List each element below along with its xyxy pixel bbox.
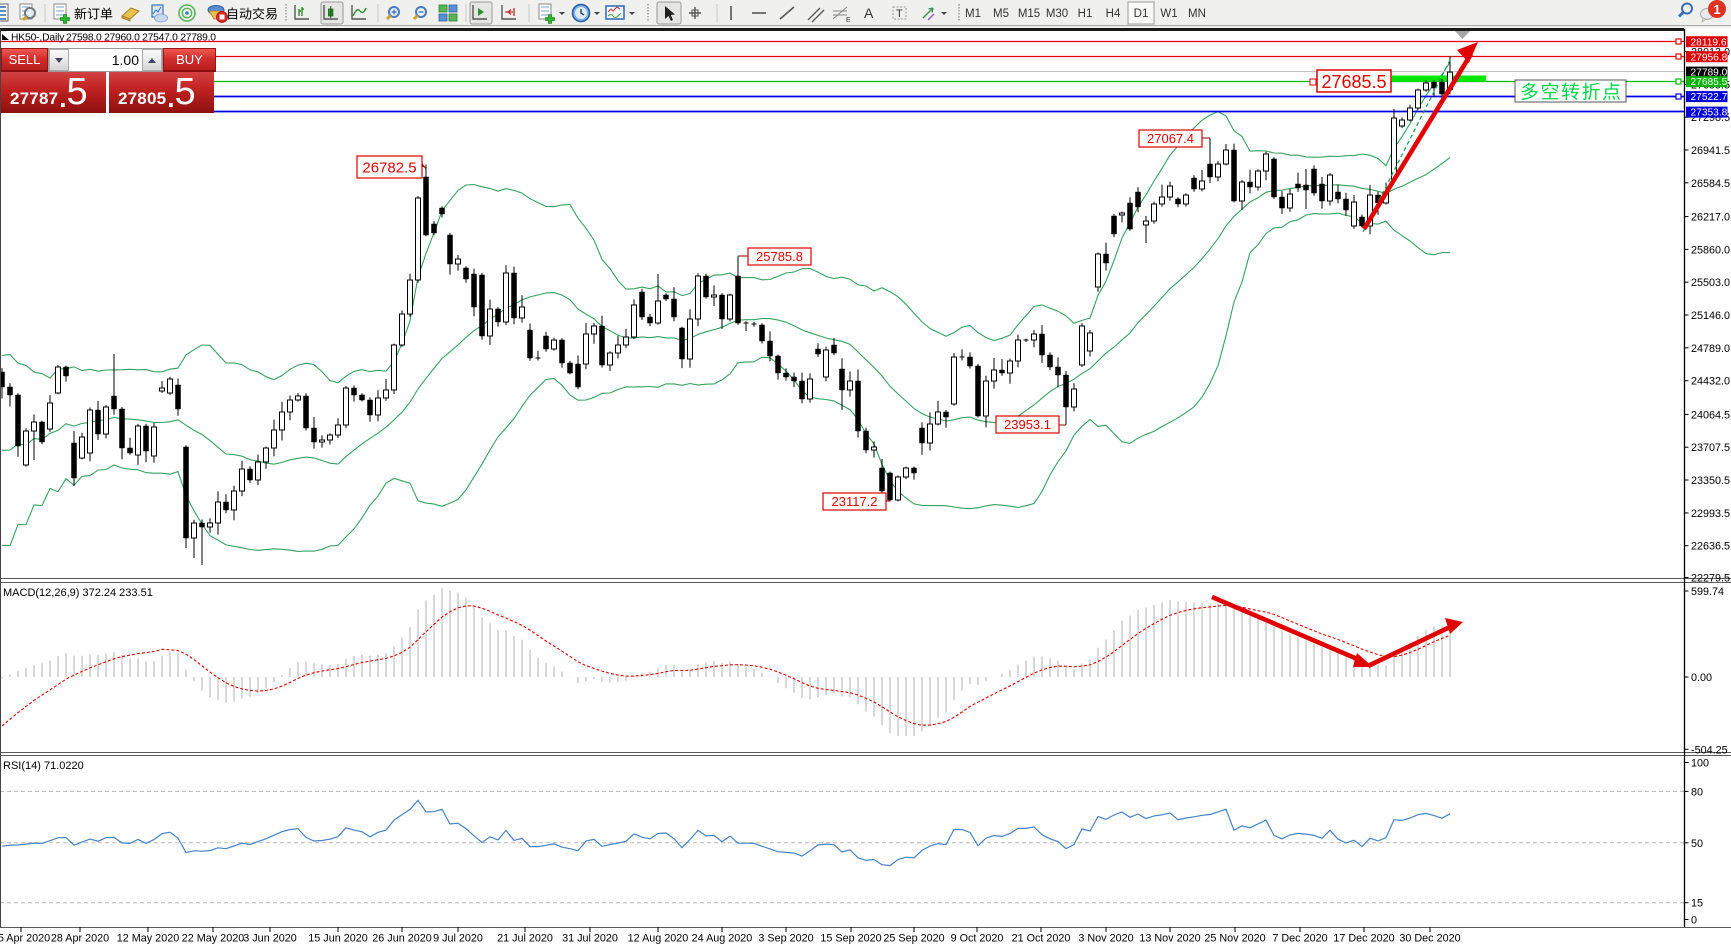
svg-text:26782.5: 26782.5 bbox=[362, 159, 416, 176]
svg-text:H1: H1 bbox=[1078, 8, 1093, 20]
svg-text:27598.0 27960.0 27547.0 27789.: 27598.0 27960.0 27547.0 27789.0 bbox=[66, 32, 216, 43]
svg-text:25860.0: 25860.0 bbox=[1691, 244, 1730, 256]
svg-text:25785.8: 25785.8 bbox=[756, 249, 803, 264]
svg-text:13 Nov 2020: 13 Nov 2020 bbox=[1139, 933, 1200, 945]
svg-text:27789.0: 27789.0 bbox=[1691, 68, 1728, 79]
svg-text:D1: D1 bbox=[1134, 8, 1149, 20]
svg-text:-504.25: -504.25 bbox=[1691, 744, 1728, 756]
svg-text:25146.0: 25146.0 bbox=[1691, 310, 1730, 322]
svg-text:27522.7: 27522.7 bbox=[1691, 92, 1728, 103]
svg-text:30 Dec 2020: 30 Dec 2020 bbox=[1399, 933, 1460, 945]
svg-text:9 Oct 2020: 9 Oct 2020 bbox=[951, 933, 1004, 945]
svg-text:24432.0: 24432.0 bbox=[1691, 376, 1730, 388]
svg-text:28119.6: 28119.6 bbox=[1691, 37, 1727, 48]
svg-text:MN: MN bbox=[1188, 8, 1206, 20]
svg-text:21 Oct 2020: 21 Oct 2020 bbox=[1012, 933, 1071, 945]
svg-text:9 Jul 2020: 9 Jul 2020 bbox=[433, 933, 483, 945]
svg-text:27685.5: 27685.5 bbox=[1321, 72, 1386, 92]
svg-text:23953.1: 23953.1 bbox=[1004, 417, 1051, 432]
svg-text:100: 100 bbox=[1691, 758, 1709, 770]
svg-text:1: 1 bbox=[1713, 2, 1720, 17]
svg-text:24 Aug 2020: 24 Aug 2020 bbox=[692, 933, 753, 945]
svg-text:E: E bbox=[846, 17, 851, 24]
svg-text:80: 80 bbox=[1691, 786, 1703, 798]
svg-text:27685.5: 27685.5 bbox=[1691, 77, 1728, 88]
svg-text:MACD(12,26,9) 372.24 233.51: MACD(12,26,9) 372.24 233.51 bbox=[3, 587, 153, 599]
svg-text:27353.8: 27353.8 bbox=[1691, 108, 1728, 119]
svg-text:22279.5: 22279.5 bbox=[1691, 573, 1730, 585]
svg-text:23117.2: 23117.2 bbox=[831, 494, 877, 509]
svg-text:17 Dec 2020: 17 Dec 2020 bbox=[1333, 933, 1394, 945]
svg-text:M1: M1 bbox=[965, 8, 981, 20]
svg-text:0: 0 bbox=[1691, 915, 1697, 927]
svg-text:W1: W1 bbox=[1160, 8, 1177, 20]
svg-text:3 Nov 2020: 3 Nov 2020 bbox=[1078, 933, 1133, 945]
svg-text:25 Sep 2020: 25 Sep 2020 bbox=[883, 933, 944, 945]
svg-text:M15: M15 bbox=[1018, 8, 1040, 20]
svg-text:12 May 2020: 12 May 2020 bbox=[117, 933, 179, 945]
svg-text:A: A bbox=[864, 5, 874, 21]
svg-text:27067.4: 27067.4 bbox=[1147, 131, 1194, 146]
svg-text:26584.5: 26584.5 bbox=[1691, 178, 1730, 190]
svg-text:M5: M5 bbox=[993, 8, 1009, 20]
svg-text:26 Jun 2020: 26 Jun 2020 bbox=[372, 933, 431, 945]
svg-text:15 Jun 2020: 15 Jun 2020 bbox=[308, 933, 367, 945]
svg-text:H4: H4 bbox=[1106, 8, 1121, 20]
svg-text:22 May 2020: 22 May 2020 bbox=[182, 933, 244, 945]
svg-text:7 Dec 2020: 7 Dec 2020 bbox=[1272, 933, 1327, 945]
svg-text:50: 50 bbox=[1691, 838, 1703, 850]
svg-text:26217.0: 26217.0 bbox=[1691, 212, 1730, 224]
svg-text:HK50-,Daily: HK50-,Daily bbox=[11, 32, 65, 43]
svg-text:21 Jul 2020: 21 Jul 2020 bbox=[497, 933, 553, 945]
svg-text:22636.5: 22636.5 bbox=[1691, 541, 1730, 553]
svg-text:3 Sep 2020: 3 Sep 2020 bbox=[758, 933, 813, 945]
svg-text:23707.5: 23707.5 bbox=[1691, 442, 1730, 454]
svg-text:24789.0: 24789.0 bbox=[1691, 343, 1730, 355]
svg-text:RSI(14) 71.0220: RSI(14) 71.0220 bbox=[3, 760, 84, 772]
svg-text:22993.5: 22993.5 bbox=[1691, 508, 1730, 520]
svg-text:28 Apr 2020: 28 Apr 2020 bbox=[51, 933, 109, 945]
svg-text:15 Apr 2020: 15 Apr 2020 bbox=[0, 933, 50, 945]
svg-text:25503.0: 25503.0 bbox=[1691, 277, 1730, 289]
svg-text:T: T bbox=[896, 8, 903, 20]
svg-text:24064.5: 24064.5 bbox=[1691, 409, 1730, 421]
svg-text:M30: M30 bbox=[1046, 8, 1068, 20]
svg-text:27956.8: 27956.8 bbox=[1691, 52, 1728, 63]
svg-text:23350.5: 23350.5 bbox=[1691, 475, 1730, 487]
svg-text:26941.5: 26941.5 bbox=[1691, 145, 1730, 157]
svg-text:3 Jun 2020: 3 Jun 2020 bbox=[243, 933, 296, 945]
svg-text:31 Jul 2020: 31 Jul 2020 bbox=[562, 933, 618, 945]
svg-text:0.00: 0.00 bbox=[1691, 672, 1712, 684]
svg-text:25 Nov 2020: 25 Nov 2020 bbox=[1204, 933, 1265, 945]
svg-text:12 Aug 2020: 12 Aug 2020 bbox=[628, 933, 689, 945]
svg-text:599.74: 599.74 bbox=[1691, 586, 1724, 598]
svg-text:15 Sep 2020: 15 Sep 2020 bbox=[820, 933, 881, 945]
svg-text:15: 15 bbox=[1691, 898, 1703, 910]
